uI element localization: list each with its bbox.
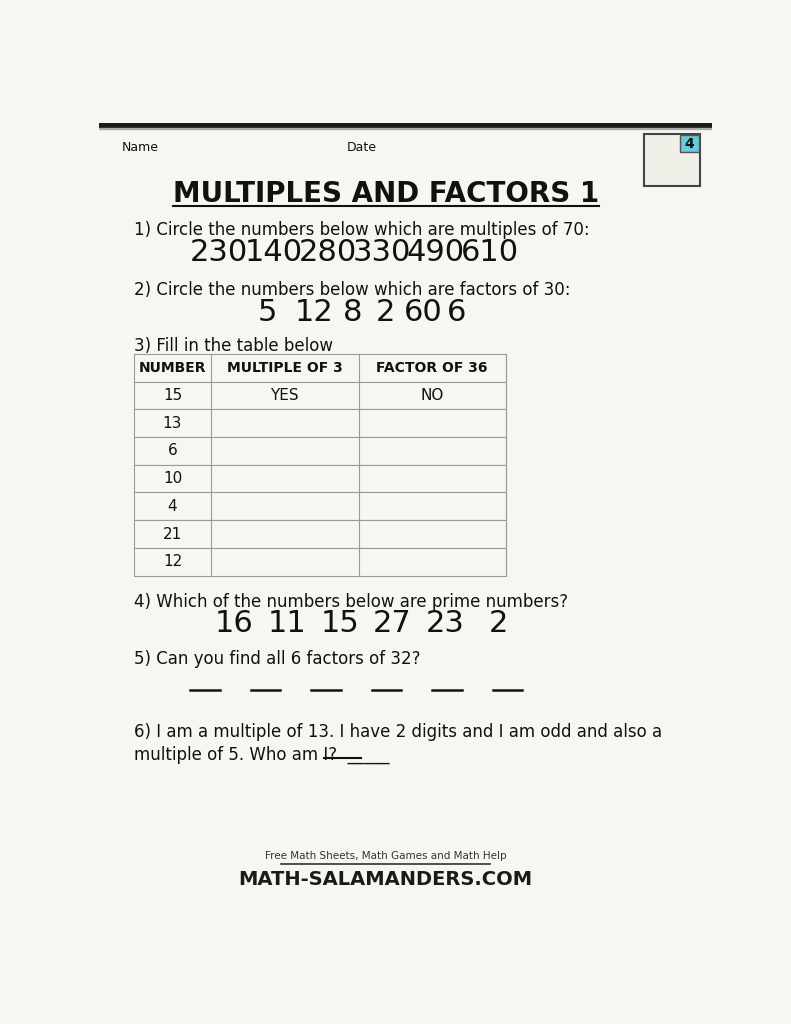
Text: 230: 230 (190, 238, 248, 266)
Text: NO: NO (421, 388, 444, 403)
Text: 610: 610 (461, 238, 520, 266)
Text: 3) Fill in the table below: 3) Fill in the table below (134, 337, 333, 355)
Bar (134, 520, 505, 548)
Text: 2: 2 (488, 609, 508, 638)
Text: 5: 5 (258, 298, 278, 327)
Bar (134, 437, 505, 465)
Text: MULTIPLE OF 3: MULTIPLE OF 3 (227, 360, 343, 375)
Bar (134, 548, 505, 575)
Text: 60: 60 (403, 298, 442, 327)
Text: 2) Circle the numbers below which are factors of 30:: 2) Circle the numbers below which are fa… (134, 281, 570, 299)
Text: 11: 11 (268, 609, 307, 638)
Text: 330: 330 (353, 238, 411, 266)
Text: 4: 4 (168, 499, 177, 514)
Text: Name: Name (122, 141, 159, 154)
Bar (99, 128, 712, 129)
Text: 12: 12 (163, 554, 182, 569)
Bar (134, 493, 505, 520)
Text: multiple of 5. Who am I?  _____: multiple of 5. Who am I? _____ (134, 745, 389, 764)
Text: NUMBER: NUMBER (138, 360, 206, 375)
Text: YES: YES (271, 388, 299, 403)
Text: 21: 21 (163, 526, 182, 542)
Text: 6: 6 (447, 298, 467, 327)
Text: 280: 280 (298, 238, 357, 266)
Text: 2: 2 (376, 298, 396, 327)
Text: 6) I am a multiple of 13. I have 2 digits and I am odd and also a: 6) I am a multiple of 13. I have 2 digit… (134, 723, 662, 740)
Text: 13: 13 (163, 416, 182, 431)
Text: 10: 10 (163, 471, 182, 486)
Text: 16: 16 (215, 609, 254, 638)
Bar (134, 354, 505, 382)
Text: 8: 8 (343, 298, 363, 327)
Text: 490: 490 (407, 238, 465, 266)
Bar (134, 410, 505, 437)
Text: MULTIPLES AND FACTORS 1: MULTIPLES AND FACTORS 1 (172, 180, 599, 208)
Text: 5) Can you find all 6 factors of 32?: 5) Can you find all 6 factors of 32? (134, 650, 420, 669)
Text: 4: 4 (684, 136, 694, 151)
Bar (645, 134, 700, 186)
Bar (680, 135, 698, 153)
Text: MATH-SALAMANDERS.COM: MATH-SALAMANDERS.COM (239, 869, 532, 889)
Text: 15: 15 (163, 388, 182, 403)
Text: 15: 15 (320, 609, 359, 638)
Text: 1) Circle the numbers below which are multiples of 70:: 1) Circle the numbers below which are mu… (134, 221, 589, 240)
Text: 12: 12 (295, 298, 334, 327)
Text: 6: 6 (168, 443, 177, 459)
Bar (134, 465, 505, 493)
Text: 27: 27 (373, 609, 412, 638)
Text: 23: 23 (426, 609, 465, 638)
Text: 4) Which of the numbers below are prime numbers?: 4) Which of the numbers below are prime … (134, 593, 568, 610)
Text: Date: Date (347, 141, 377, 154)
Bar (99, 123, 712, 128)
Text: 140: 140 (244, 238, 302, 266)
Text: FACTOR OF 36: FACTOR OF 36 (377, 360, 488, 375)
Bar (134, 382, 505, 410)
Text: Free Math Sheets, Math Games and Math Help: Free Math Sheets, Math Games and Math He… (265, 851, 506, 861)
